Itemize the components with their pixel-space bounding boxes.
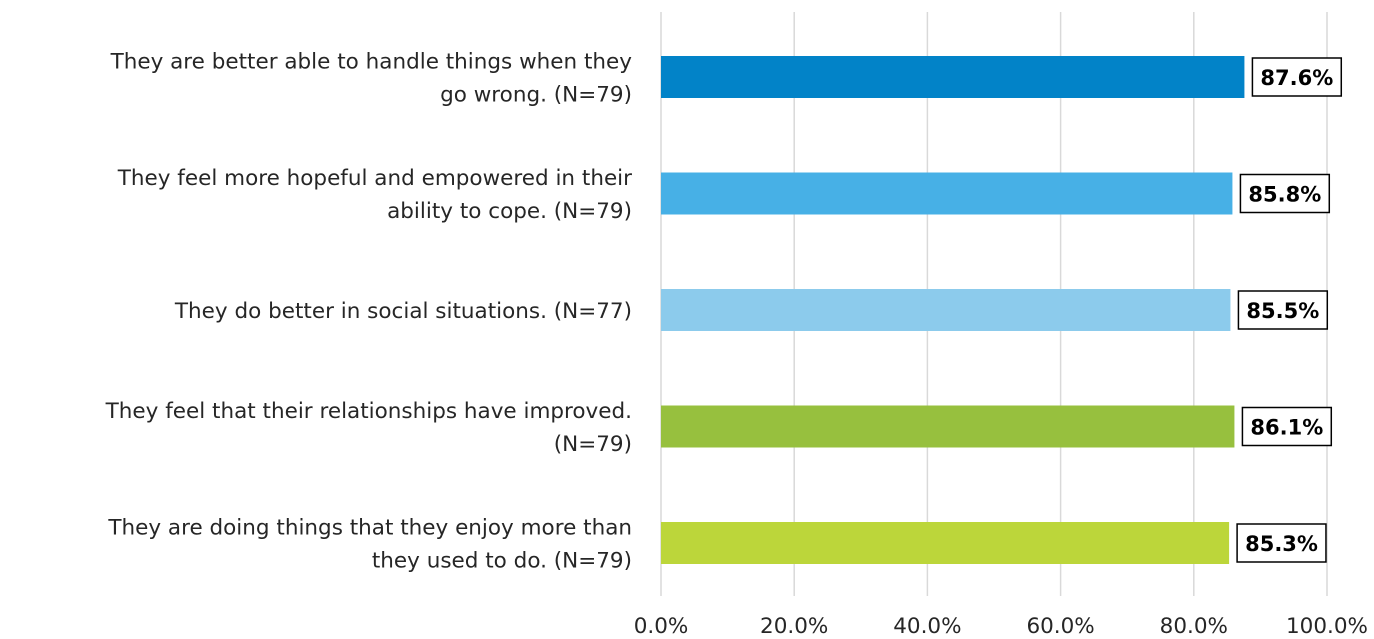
category-labels: They are better able to handle things wh… (105, 50, 633, 574)
data-label: 87.6% (1260, 66, 1333, 90)
data-label: 86.1% (1250, 416, 1323, 440)
data-label: 85.5% (1246, 299, 1319, 323)
data-label-box (1251, 57, 1343, 97)
category-label: They are better able to handle things wh… (110, 50, 633, 75)
category-label: They do better in social situations. (N=… (174, 299, 632, 324)
category-label: (N=79) (554, 432, 632, 457)
x-tick-label: 0.0% (634, 614, 689, 639)
bars (661, 56, 1245, 564)
bar (661, 289, 1231, 331)
x-tick-label: 80.0% (1160, 614, 1228, 639)
bar (661, 172, 1233, 215)
data-label-box (1237, 290, 1329, 330)
x-tick-label: 20.0% (760, 614, 828, 639)
x-tick-label: 40.0% (893, 614, 961, 639)
bar (661, 56, 1245, 98)
category-label: they used to do. (N=79) (372, 549, 632, 574)
data-label-box (1241, 406, 1333, 447)
data-label: 85.8% (1248, 183, 1321, 207)
data-labels: 87.6% 85.8% 85.5% 86.1% 85.3% (1236, 57, 1343, 563)
category-label: They feel that their relationships have … (105, 399, 632, 424)
bar (661, 405, 1235, 448)
bar (661, 522, 1230, 564)
data-label: 85.3% (1245, 532, 1318, 556)
data-label-box (1236, 523, 1327, 563)
x-axis-tick-labels: 0.0% 20.0% 40.0% 60.0% 80.0% 100.0% (634, 614, 1368, 639)
category-label: go wrong. (N=79) (440, 83, 632, 108)
x-tick-label: 60.0% (1026, 614, 1094, 639)
x-tick-label: 100.0% (1286, 614, 1368, 639)
category-label: They feel more hopeful and empowered in … (117, 166, 632, 191)
category-label: They are doing things that they enjoy mo… (107, 516, 632, 541)
category-label: ability to cope. (N=79) (387, 199, 632, 224)
data-label-box (1239, 173, 1331, 214)
